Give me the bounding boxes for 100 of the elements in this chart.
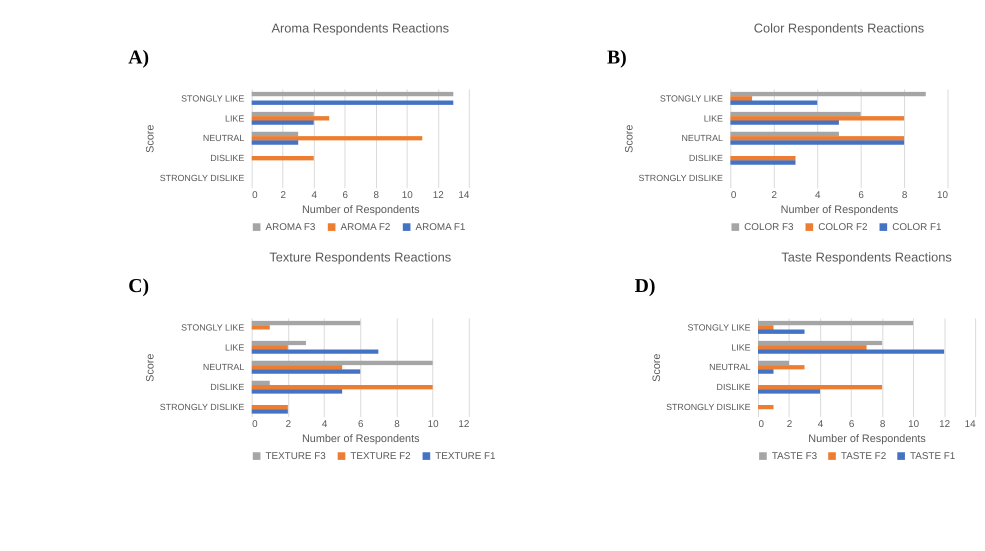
bar [758,365,805,370]
legend-label: TEXTURE F1 [435,451,496,462]
y-tick-label: NEUTRAL [682,133,724,144]
bar [252,389,342,394]
text: B) [606,46,627,68]
bar [252,380,270,386]
bar [252,92,454,96]
y-axis-title: Score [144,354,157,382]
bar [252,156,314,160]
x-tick-label: 2 [786,418,792,430]
bar [758,345,867,350]
x-axis-title: Number of Respondents [808,432,926,445]
x-tick-label: 14 [964,418,976,430]
bar [758,360,790,366]
x-tick-label: 14 [458,190,470,201]
bar [730,160,796,165]
chart-title: Color Respondents Reactions [754,20,924,36]
text: D) [634,275,656,298]
y-axis-title: Score [144,124,157,153]
x-tick-label: 6 [342,190,348,201]
bar [252,100,454,105]
bar [730,96,752,101]
bar [252,132,298,136]
bar [758,349,944,354]
y-tick-label: LIKE [225,113,244,124]
y-tick-label: STONGLY LIKE [660,93,724,104]
chart-title: Aroma Respondents Reactions [271,20,450,36]
y-axis-title: Score [650,354,663,382]
bar [252,136,422,140]
bar [758,330,805,334]
bar [730,140,904,145]
bar [730,156,796,160]
y-tick-label: NEUTRAL [202,133,244,144]
x-tick-label: 10 [428,418,440,430]
x-axis-title: Number of Respondents [780,204,899,216]
x-tick-label: 4 [322,418,328,430]
bar [758,389,820,394]
bar [252,385,433,390]
x-tick-label: 12 [939,418,950,430]
legend-label: TEXTURE F2 [350,451,411,462]
bar [758,369,774,374]
bar [730,136,904,140]
x-tick-label: 10 [937,190,949,201]
x-tick-label: 8 [394,418,400,430]
bar [252,112,314,116]
bar [730,116,904,120]
legend-label: COLOR F3 [744,222,794,234]
x-tick-label: 10 [908,418,920,430]
y-tick-label: STONGLY LIKE [687,322,751,332]
bar [730,132,839,136]
y-tick-label: NEUTRAL [202,362,244,372]
bar [730,100,818,105]
y-tick-label: DISLIKE [210,153,244,164]
legend-label: COLOR F2 [818,222,868,234]
text: C) [128,275,150,298]
y-tick-label: STRONGLY DISLIKE [160,402,244,412]
y-tick-label: STONGLY LIKE [181,93,244,104]
legend-label: AROMA F3 [265,222,316,234]
bar [252,349,378,354]
bar [252,325,270,330]
bar [252,365,342,370]
legend-label: TEXTURE F3 [265,451,326,462]
x-tick-label: 2 [280,190,286,201]
legend-label: COLOR F1 [892,222,942,234]
bar [730,120,839,125]
x-tick-label: 4 [814,190,821,201]
bar [758,404,774,410]
chart-title: Texture Respondents Reactions [269,250,452,265]
chart-title: Taste Respondents Reactions [781,250,952,265]
y-tick-label: NEUTRAL [709,362,751,372]
bar [252,140,298,145]
x-tick-label: 8 [902,190,908,201]
bar [252,120,314,125]
bar [252,320,360,326]
bar [758,385,882,390]
x-tick-label: 0 [252,190,258,201]
bar [758,320,914,326]
x-tick-label: 6 [858,190,864,201]
x-tick-label: 12 [458,418,470,430]
y-tick-label: LIKE [225,342,244,352]
bar [252,360,433,366]
x-tick-label: 0 [252,418,258,430]
bar [758,340,882,346]
x-tick-label: 6 [848,418,855,430]
y-tick-label: STRONGLY DISLIKE [666,402,751,412]
legend-label: TASTE F3 [772,451,818,462]
bar [730,92,926,96]
y-tick-label: LIKE [731,342,751,352]
legend-label: AROMA F1 [416,222,466,234]
bar [730,112,861,116]
y-axis-title: Score [623,124,636,153]
x-tick-label: 2 [772,190,778,201]
legend-label: TASTE F2 [840,451,886,462]
text: A) [128,46,150,68]
y-tick-label: STRONGLY DISLIKE [638,173,724,184]
y-tick-label: DISLIKE [210,382,244,392]
x-tick-label: 12 [432,190,444,201]
bar [252,340,306,346]
bar [758,325,774,330]
x-tick-label: 10 [402,190,414,201]
